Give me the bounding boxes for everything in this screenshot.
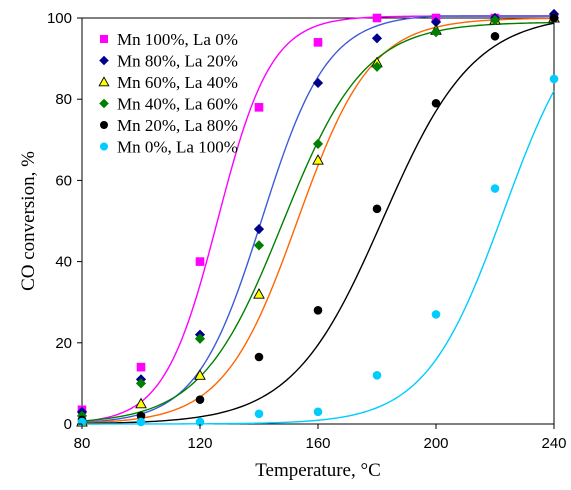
data-point (431, 98, 441, 108)
data-point (490, 184, 500, 193)
legend-label: Mn 60%, La 40% (117, 73, 238, 92)
data-point (195, 395, 205, 404)
data-point (372, 204, 382, 214)
y-tick-label: 60 (55, 172, 72, 189)
legend-label: Mn 20%, La 80% (117, 116, 238, 135)
data-point (135, 378, 147, 389)
legend-marker (99, 98, 109, 109)
data-point (136, 417, 146, 427)
y-tick-label: 100 (47, 10, 72, 27)
data-point (136, 411, 146, 421)
legend-marker (100, 121, 108, 129)
x-tick-label: 80 (74, 435, 91, 452)
data-point (254, 103, 264, 112)
data-points (76, 8, 560, 427)
x-tick-label: 200 (423, 435, 448, 452)
data-point (194, 333, 206, 344)
data-point (195, 417, 205, 427)
legend: Mn 100%, La 0% Mn 80%, La 20% Mn 60%, La 4… (98, 30, 238, 157)
data-point (312, 154, 324, 165)
legend-marker (100, 35, 108, 43)
data-point (254, 409, 264, 419)
data-point (371, 61, 383, 72)
y-tick-label: 40 (55, 254, 72, 271)
data-point (372, 13, 382, 23)
legend-label: Mn 80%, La 20% (117, 52, 238, 71)
data-point (371, 33, 383, 44)
x-tick-label: 160 (305, 435, 330, 452)
x-axis: 80 120 160 200 240 (74, 424, 567, 452)
legend-marker (99, 55, 109, 66)
y-tick-label: 0 (64, 416, 72, 433)
data-point (549, 13, 559, 23)
data-point (313, 38, 323, 47)
data-point (430, 27, 442, 38)
data-point (195, 257, 205, 266)
y-tick-label: 80 (55, 91, 72, 108)
data-point (254, 352, 264, 362)
data-point (136, 362, 146, 372)
data-point (253, 288, 265, 299)
data-point (372, 370, 382, 380)
data-point (253, 224, 265, 235)
legend-label: Mn 100%, La 0% (117, 30, 238, 49)
data-point (490, 31, 500, 41)
x-tick-label: 240 (541, 435, 566, 452)
fit-curve-mn-60-la-40 (81, 17, 555, 424)
x-tick-label: 120 (187, 435, 212, 452)
fit-curve-mn-0-la-100 (82, 90, 555, 425)
data-point (312, 77, 324, 89)
y-axis: 0 20 40 60 80 100 (47, 10, 82, 433)
data-point (549, 74, 559, 84)
data-point (489, 14, 501, 26)
fit-curve-mn-20-la-80 (81, 22, 555, 425)
data-point (430, 16, 442, 28)
legend-marker (100, 142, 108, 151)
data-point (431, 310, 441, 319)
data-point (313, 407, 323, 417)
data-point (194, 369, 206, 380)
series-mn-0-la-100 (77, 74, 559, 427)
data-point (135, 397, 147, 409)
fit-curves (81, 15, 555, 425)
y-axis-title: CO conversion, % (18, 151, 39, 291)
data-point (312, 138, 324, 149)
fit-curve-mn-80-la-20 (81, 15, 554, 424)
legend-label: Mn 40%, La 60% (117, 95, 238, 114)
legend-label: Mn 0%, La 100% (117, 138, 238, 157)
x-axis-title: Temperature, °C (255, 460, 381, 481)
legend-marker (98, 76, 110, 87)
series-mn-20-la-80 (77, 13, 559, 425)
data-point (253, 240, 265, 251)
data-point (313, 306, 323, 315)
y-tick-label: 20 (55, 335, 72, 352)
